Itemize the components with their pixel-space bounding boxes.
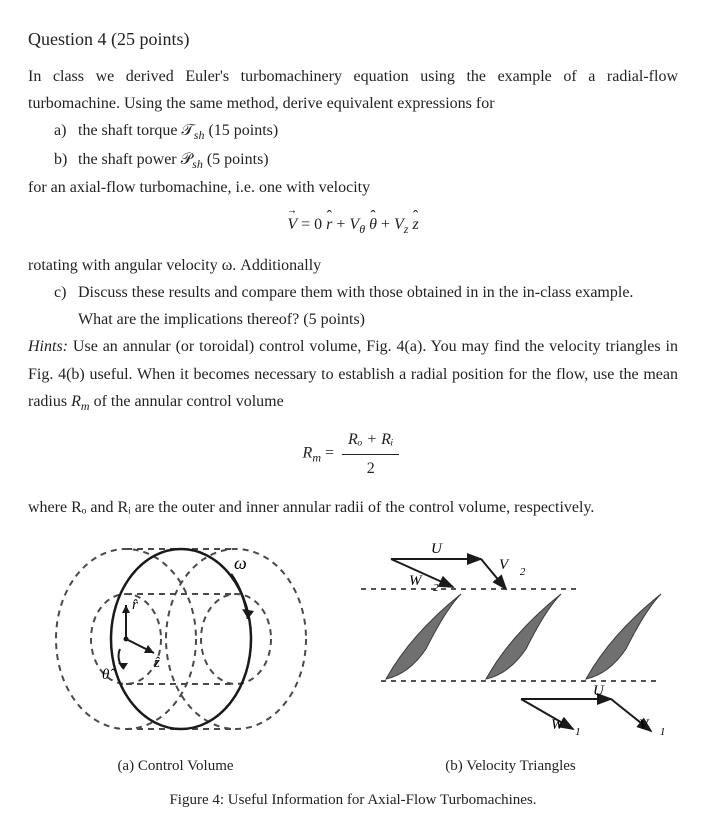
svg-text:r̂: r̂ [132, 597, 138, 613]
figure-main-caption: Figure 4: Useful Information for Axial-F… [28, 788, 678, 814]
item-c-text: Discuss these results and compare them w… [78, 279, 633, 306]
rotating-line: rotating with angular velocity ω. Additi… [28, 252, 678, 279]
figure-a: ω r̂ ẑ θ̂ (a) Control Volume [36, 539, 316, 780]
svg-text:θ̂: θ̂ [102, 667, 115, 683]
svg-text:W⃗1: W⃗1 [551, 717, 581, 738]
figure-row: ω r̂ ẑ θ̂ (a) Control Volume [28, 539, 678, 780]
hints-label: Hints: [28, 338, 68, 355]
item-c: c) Discuss these results and compare the… [28, 279, 678, 306]
velocity-triangles-svg: U⃗ V⃗2 W⃗2 U⃗ V⃗1 W⃗1 [351, 539, 671, 739]
velocity-equation: V = 0 r + Vθ θ + Vz z [28, 211, 678, 240]
question-title: Question 4 (25 points) [28, 24, 678, 55]
hints-paragraph: Hints: Use an annular (or toroidal) cont… [28, 333, 678, 416]
svg-text:V⃗2: V⃗2 [499, 557, 526, 578]
fig-b-caption: (b) Velocity Triangles [351, 754, 671, 780]
rm-equation: Rm = Rₒ + Rᵢ 2 [28, 426, 678, 481]
svg-text:ẑ: ẑ [153, 655, 160, 671]
item-b-label: b) [54, 146, 72, 175]
outro-text: where Rₒ and Rᵢ are the outer and inner … [28, 494, 678, 521]
figure-b: U⃗ V⃗2 W⃗2 U⃗ V⃗1 W⃗1 (b) Velocity Trian… [351, 539, 671, 780]
svg-text:U⃗: U⃗ [431, 541, 454, 557]
fig-a-caption: (a) Control Volume [36, 754, 316, 780]
item-b: b) the shaft power 𝒫sh (5 points) [28, 146, 678, 175]
item-c-line2: What are the implications thereof? (5 po… [28, 306, 678, 333]
omega-label: ω [234, 553, 247, 573]
control-volume-svg: ω r̂ ẑ θ̂ [36, 539, 316, 739]
svg-text:W⃗2: W⃗2 [409, 573, 439, 594]
item-a-label: a) [54, 117, 72, 146]
item-a: a) the shaft torque 𝒯sh (15 points) [28, 117, 678, 146]
axial-line: for an axial-flow turbomachine, i.e. one… [28, 174, 678, 201]
svg-text:V⃗1: V⃗1 [639, 717, 665, 738]
item-c-label: c) [54, 279, 72, 306]
svg-text:U⃗: U⃗ [593, 683, 616, 699]
item-a-text: the shaft torque 𝒯sh (15 points) [78, 117, 278, 146]
intro-text: In class we derived Euler's turbomachine… [28, 63, 678, 117]
item-b-text: the shaft power 𝒫sh (5 points) [78, 146, 269, 175]
